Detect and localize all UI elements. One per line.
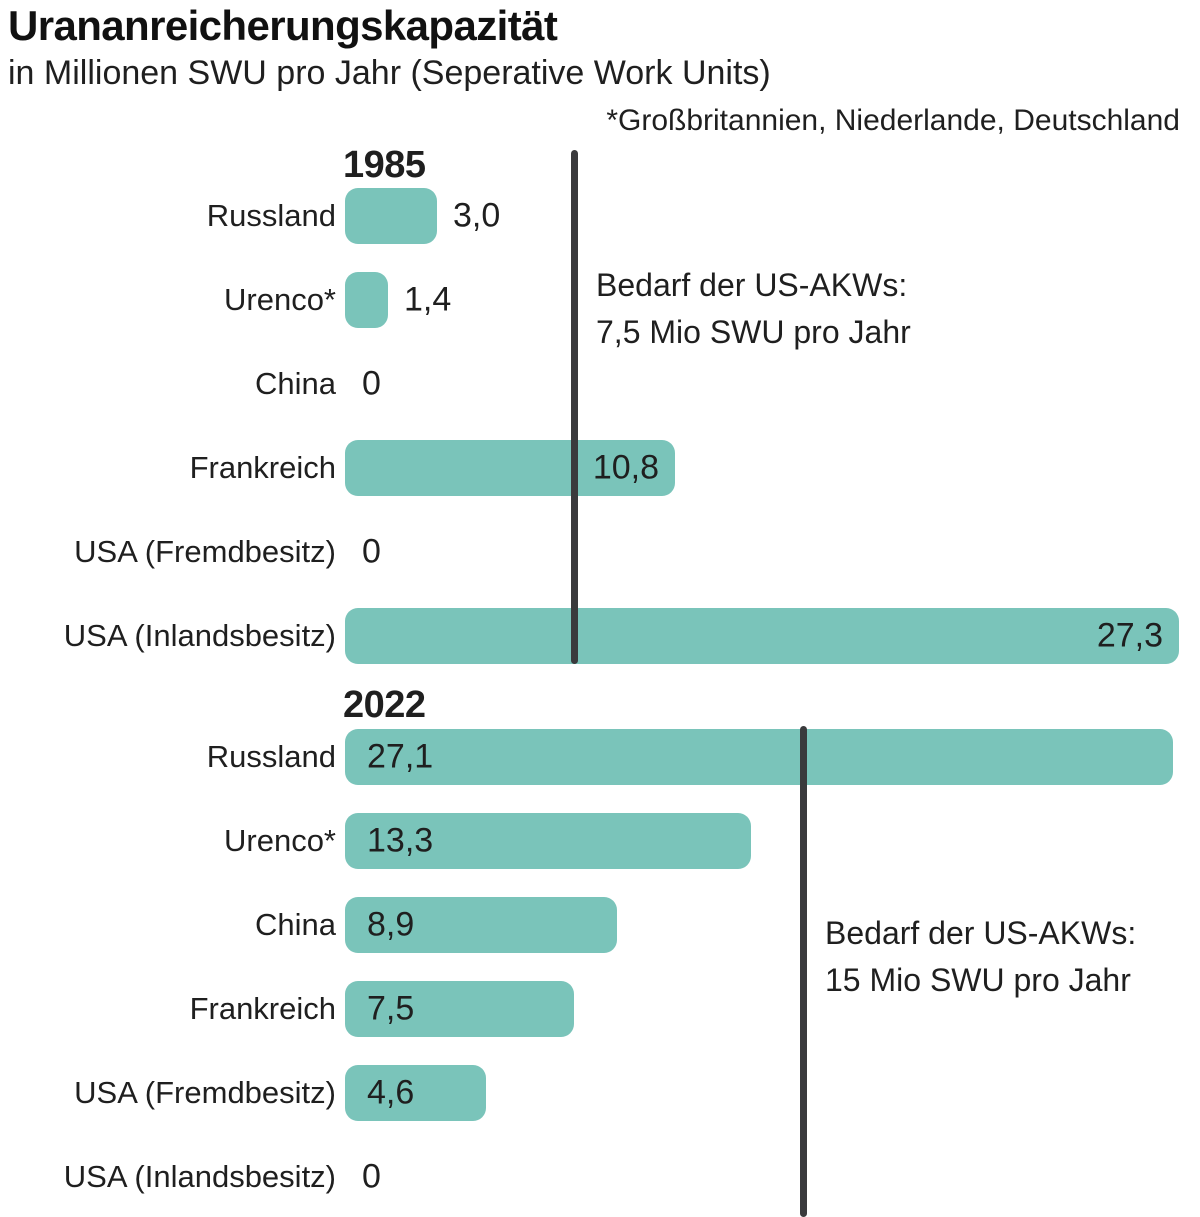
bar — [345, 897, 617, 953]
bar-category-label: Urenco* — [224, 823, 336, 858]
us-demand-annotation: Bedarf der US-AKWs: 7,5 Mio SWU pro Jahr — [596, 262, 911, 356]
bar-row: Frankreich 7,5 — [0, 981, 1200, 1037]
bar-category-label: Frankreich — [189, 450, 336, 485]
bar-row: China 0 — [0, 356, 1200, 412]
bar — [345, 981, 574, 1037]
bar-value-label: 4,6 — [367, 1073, 415, 1112]
bar-row: Frankreich 10,8 — [0, 440, 1200, 496]
us-demand-annotation: Bedarf der US-AKWs: 15 Mio SWU pro Jahr — [825, 910, 1136, 1004]
bar-row: Russland 27,1 — [0, 729, 1200, 785]
chart-subtitle: in Millionen SWU pro Jahr (Seperative Wo… — [8, 54, 771, 92]
bar-row: USA (Inlandsbesitz) 27,3 — [0, 608, 1200, 664]
bar-value-label: 27,1 — [367, 737, 434, 776]
bar-row: Russland 3,0 — [0, 188, 1200, 244]
bar-value-label: 10,8 — [592, 448, 659, 487]
bar-value-label: 1,4 — [404, 280, 452, 319]
bar-category-label: China — [255, 366, 336, 401]
bar-row: USA (Fremdbesitz) 0 — [0, 524, 1200, 580]
us-demand-annotation-line2: 15 Mio SWU pro Jahr — [825, 962, 1131, 998]
bar-value-label: 7,5 — [367, 989, 415, 1028]
bar-category-label: Urenco* — [224, 282, 336, 317]
bar-row: USA (Fremdbesitz) 4,6 — [0, 1065, 1200, 1121]
bar — [345, 813, 751, 869]
bar-row: China 8,9 — [0, 897, 1200, 953]
us-demand-reference-line — [571, 150, 578, 664]
bar — [345, 188, 437, 244]
bar-category-label: USA (Fremdbesitz) — [74, 534, 336, 569]
group-year-label: 1985 — [343, 144, 426, 186]
bar-value-label: 3,0 — [453, 196, 501, 235]
bar-value-label: 0 — [362, 532, 381, 571]
chart-footnote: *Großbritannien, Niederlande, Deutschlan… — [606, 104, 1180, 137]
bar-value-label: 27,3 — [1096, 616, 1163, 655]
bar — [345, 1065, 486, 1121]
bar-category-label: Frankreich — [189, 991, 336, 1026]
bar — [345, 729, 1173, 785]
bar-value-label: 13,3 — [367, 821, 434, 860]
group-year-label: 2022 — [343, 684, 426, 726]
us-demand-reference-line — [800, 726, 807, 1217]
bar-value-label: 8,9 — [367, 905, 415, 944]
bar-category-label: China — [255, 907, 336, 942]
bar-row: Urenco* 13,3 — [0, 813, 1200, 869]
bar-category-label: USA (Inlandsbesitz) — [63, 1159, 336, 1194]
us-demand-annotation-line1: Bedarf der US-AKWs: — [596, 267, 908, 303]
bar-category-label: Russland — [206, 198, 336, 233]
bar-category-label: USA (Inlandsbesitz) — [63, 618, 336, 653]
bar-value-label: 0 — [362, 1157, 381, 1196]
bar — [345, 608, 1179, 664]
us-demand-annotation-line2: 7,5 Mio SWU pro Jahr — [596, 314, 911, 350]
bar-row: USA (Inlandsbesitz) 0 — [0, 1149, 1200, 1205]
bar-value-label: 0 — [362, 364, 381, 403]
bar-category-label: Russland — [206, 739, 336, 774]
us-demand-annotation-line1: Bedarf der US-AKWs: — [825, 915, 1137, 951]
chart-title: Urananreicherungskapazität — [8, 2, 558, 49]
bar-row: Urenco* 1,4 — [0, 272, 1200, 328]
bar — [345, 272, 388, 328]
bar-category-label: USA (Fremdbesitz) — [74, 1075, 336, 1110]
bar — [345, 440, 675, 496]
